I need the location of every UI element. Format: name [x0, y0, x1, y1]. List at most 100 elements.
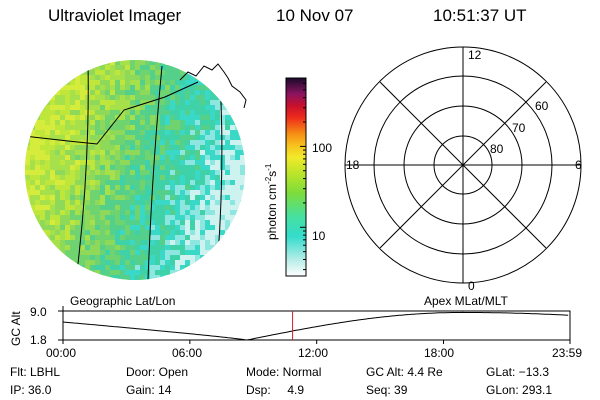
image-pixel	[205, 220, 210, 225]
image-pixel	[115, 125, 120, 130]
image-pixel	[110, 270, 115, 275]
image-pixel	[100, 240, 105, 245]
image-pixel	[110, 165, 115, 170]
image-pixel	[190, 115, 195, 120]
image-pixel	[95, 250, 100, 255]
image-pixel	[125, 60, 130, 65]
image-pixel	[50, 215, 55, 220]
image-pixel	[215, 235, 220, 240]
image-pixel	[55, 125, 60, 130]
image-pixel	[90, 265, 95, 270]
image-pixel	[35, 165, 40, 170]
image-pixel	[160, 175, 165, 180]
image-pixel	[205, 185, 210, 190]
image-pixel	[160, 250, 165, 255]
image-pixel	[60, 180, 65, 185]
image-pixel	[65, 225, 70, 230]
image-pixel	[150, 70, 155, 75]
image-pixel	[165, 255, 170, 260]
image-pixel	[70, 195, 75, 200]
image-pixel	[115, 70, 120, 75]
image-pixel	[40, 230, 45, 235]
image-pixel	[95, 100, 100, 105]
image-pixel	[180, 120, 185, 125]
image-pixel	[170, 225, 175, 230]
image-pixel	[210, 195, 215, 200]
image-pixel	[80, 200, 85, 205]
image-pixel	[50, 235, 55, 240]
image-pixel	[80, 250, 85, 255]
image-pixel	[75, 200, 80, 205]
image-pixel	[60, 165, 65, 170]
image-pixel	[200, 240, 205, 245]
image-pixel	[235, 210, 240, 215]
image-pixel	[190, 220, 195, 225]
image-pixel	[115, 60, 120, 65]
image-pixel	[100, 140, 105, 145]
image-pixel	[105, 260, 110, 265]
image-pixel	[145, 155, 150, 160]
image-pixel	[150, 150, 155, 155]
image-pixel	[75, 115, 80, 120]
image-pixel	[80, 210, 85, 215]
image-pixel	[235, 120, 240, 125]
image-pixel	[55, 205, 60, 210]
image-pixel	[205, 215, 210, 220]
image-pixel	[55, 120, 60, 125]
image-pixel	[75, 145, 80, 150]
image-pixel	[180, 80, 185, 85]
image-pixel	[240, 150, 245, 155]
image-pixel	[135, 250, 140, 255]
image-pixel	[220, 180, 225, 185]
image-pixel	[185, 235, 190, 240]
status-dsp: Dsp: 4.9	[246, 383, 305, 397]
image-pixel	[235, 140, 240, 145]
image-pixel	[165, 110, 170, 115]
image-pixel	[60, 140, 65, 145]
image-pixel	[195, 195, 200, 200]
image-pixel	[225, 150, 230, 155]
image-pixel	[125, 265, 130, 270]
status-glat: GLat: −13.3	[486, 365, 550, 379]
image-pixel	[210, 185, 215, 190]
image-pixel	[200, 100, 205, 105]
image-pixel	[90, 180, 95, 185]
image-pixel	[35, 185, 40, 190]
image-pixel	[45, 230, 50, 235]
image-pixel	[115, 150, 120, 155]
image-pixel	[65, 170, 70, 175]
image-pixel	[150, 140, 155, 145]
image-pixel	[75, 245, 80, 250]
polar-plot	[344, 46, 582, 284]
image-pixel	[55, 250, 60, 255]
image-pixel	[185, 90, 190, 95]
image-pixel	[120, 145, 125, 150]
image-pixel	[25, 180, 30, 185]
image-pixel	[90, 140, 95, 145]
image-pixel	[155, 215, 160, 220]
image-pixel	[145, 80, 150, 85]
image-pixel	[130, 110, 135, 115]
image-pixel	[75, 260, 80, 265]
image-pixel	[130, 135, 135, 140]
image-pixel	[220, 245, 225, 250]
image-pixel	[135, 220, 140, 225]
image-pixel	[150, 210, 155, 215]
image-pixel	[90, 70, 95, 75]
image-pixel	[80, 85, 85, 90]
image-pixel	[70, 80, 75, 85]
image-pixel	[45, 220, 50, 225]
image-pixel	[165, 75, 170, 80]
image-pixel	[95, 265, 100, 270]
altitude-ytick-min: 1.8	[30, 333, 47, 347]
image-pixel	[40, 145, 45, 150]
image-pixel	[65, 105, 70, 110]
image-pixel	[75, 105, 80, 110]
image-pixel	[45, 155, 50, 160]
image-pixel	[35, 215, 40, 220]
image-pixel	[165, 165, 170, 170]
image-pixel	[70, 255, 75, 260]
image-pixel	[180, 190, 185, 195]
image-pixel	[60, 235, 65, 240]
image-pixel	[195, 105, 200, 110]
